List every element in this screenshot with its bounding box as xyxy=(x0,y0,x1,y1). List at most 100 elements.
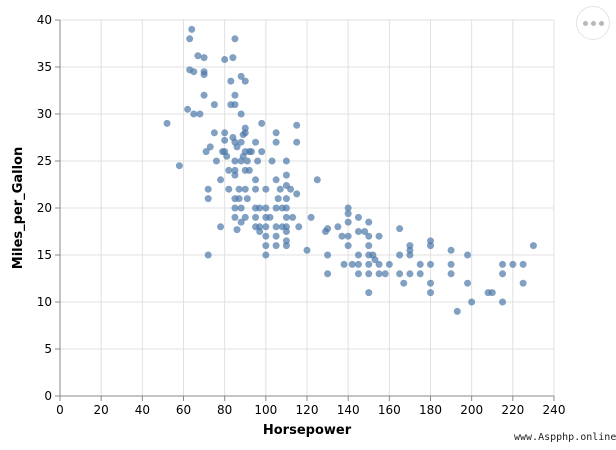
data-point xyxy=(262,232,270,240)
data-point xyxy=(427,242,434,250)
data-point xyxy=(324,251,332,259)
data-point xyxy=(210,129,218,137)
data-point xyxy=(163,119,171,127)
data-point xyxy=(396,270,404,278)
data-point xyxy=(447,260,455,268)
data-point xyxy=(416,270,424,278)
data-point xyxy=(231,157,239,165)
data-point xyxy=(262,242,270,250)
data-point xyxy=(217,223,225,231)
more-horizontal-icon xyxy=(590,20,596,26)
data-point xyxy=(293,138,301,146)
data-point xyxy=(241,77,249,85)
data-point xyxy=(464,279,472,287)
data-point xyxy=(241,185,249,193)
more-horizontal-icon xyxy=(598,20,604,26)
data-point xyxy=(221,129,229,137)
data-point xyxy=(272,223,280,231)
data-point xyxy=(225,185,233,193)
x-tick-label: 20 xyxy=(94,403,109,417)
data-point xyxy=(324,225,332,233)
y-tick-label: 10 xyxy=(37,295,52,309)
data-points xyxy=(163,25,537,315)
data-point xyxy=(282,195,290,203)
data-point xyxy=(282,228,290,235)
data-point xyxy=(406,251,414,259)
data-point xyxy=(334,223,342,231)
data-point xyxy=(241,124,249,132)
data-point xyxy=(354,270,362,278)
data-point xyxy=(272,138,280,146)
data-point xyxy=(233,226,241,234)
data-point xyxy=(231,91,239,99)
data-point xyxy=(262,223,270,231)
data-point xyxy=(186,35,194,43)
data-point xyxy=(385,260,393,268)
data-point xyxy=(175,162,183,170)
data-point xyxy=(262,185,270,193)
data-point xyxy=(235,185,243,193)
data-point xyxy=(499,270,507,278)
data-point xyxy=(313,176,321,184)
x-tick-label: 100 xyxy=(254,403,277,417)
data-point xyxy=(188,25,196,33)
data-point xyxy=(217,176,225,184)
x-tick-label: 220 xyxy=(501,403,524,417)
data-point xyxy=(344,218,352,226)
data-point xyxy=(375,260,383,268)
data-point xyxy=(274,195,282,203)
data-point xyxy=(237,110,245,118)
data-point xyxy=(196,110,204,118)
data-point xyxy=(509,260,517,268)
data-point xyxy=(237,138,245,146)
data-point xyxy=(252,176,260,184)
x-tick-label: 80 xyxy=(217,403,232,417)
y-tick-label: 5 xyxy=(44,342,52,356)
y-tick-label: 15 xyxy=(37,248,52,262)
data-point xyxy=(375,270,383,278)
data-point xyxy=(381,270,389,278)
data-point xyxy=(221,55,229,63)
data-point xyxy=(344,210,352,218)
data-point xyxy=(406,270,414,278)
data-point xyxy=(361,228,369,235)
data-point xyxy=(247,148,255,156)
x-tick-label: 240 xyxy=(543,403,566,417)
data-point xyxy=(272,242,280,250)
x-tick-label: 0 xyxy=(56,403,64,417)
data-point xyxy=(272,129,280,137)
data-point xyxy=(231,101,239,109)
data-point xyxy=(303,246,311,254)
y-tick-label: 30 xyxy=(37,107,52,121)
data-point xyxy=(245,166,253,174)
data-point xyxy=(354,213,362,221)
data-point xyxy=(258,148,266,156)
more-horizontal-icon xyxy=(582,20,588,26)
data-point xyxy=(252,185,260,193)
x-tick-label: 40 xyxy=(135,403,150,417)
data-point xyxy=(190,110,198,118)
x-tick-label: 180 xyxy=(419,403,442,417)
data-point xyxy=(447,270,455,278)
data-point xyxy=(272,232,280,240)
data-point xyxy=(396,225,404,233)
data-point xyxy=(262,251,270,259)
data-point xyxy=(468,298,476,306)
data-point xyxy=(204,195,212,203)
data-point xyxy=(200,54,208,62)
data-point xyxy=(447,246,455,254)
data-point xyxy=(499,298,507,306)
data-point xyxy=(235,195,243,203)
chart-menu-button[interactable] xyxy=(576,6,610,40)
data-point xyxy=(344,242,352,250)
data-point xyxy=(190,68,198,76)
data-point xyxy=(295,223,303,231)
data-point xyxy=(229,54,237,62)
data-point xyxy=(231,213,239,221)
data-point xyxy=(266,213,274,221)
axes: 0 20 40 60 80 100 120 140 160 180 200 220 240 0 5 10 15 2… xyxy=(37,13,566,417)
data-point xyxy=(243,195,251,203)
data-point xyxy=(252,213,260,221)
